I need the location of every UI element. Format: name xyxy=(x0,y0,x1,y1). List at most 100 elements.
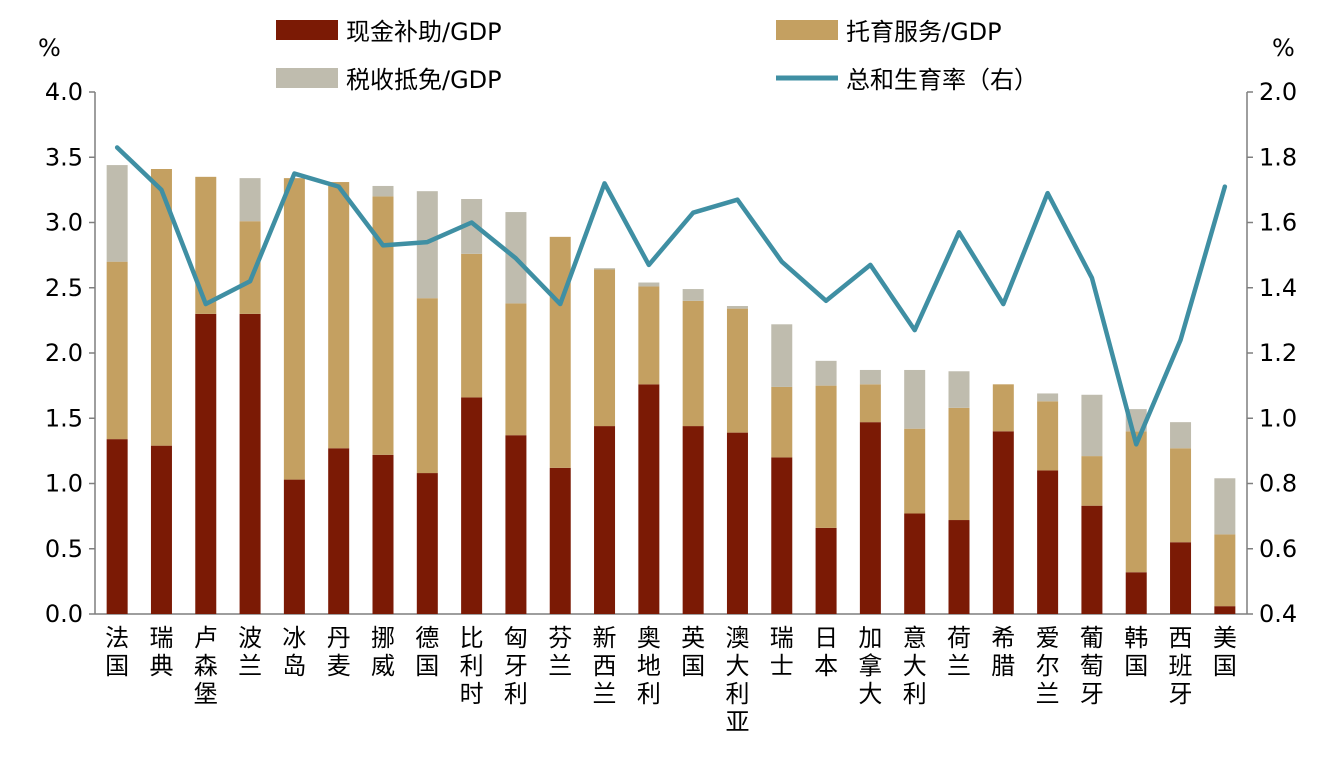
bar-tax xyxy=(859,369,881,385)
legend-label-childcare: 托育服务/GDP xyxy=(846,18,1002,46)
bar-cash xyxy=(948,520,970,614)
right-axis-unit: % xyxy=(1272,34,1295,62)
bar-tax xyxy=(682,289,704,301)
bar-childcare xyxy=(638,286,660,385)
left-tick-label: 1.5 xyxy=(45,404,83,432)
bar-childcare xyxy=(594,269,616,427)
category-label: 荷兰 xyxy=(947,624,971,680)
bar-cash xyxy=(549,467,571,614)
legend: 现金补助/GDP 托育服务/GDP 税收抵免/GDP 总和生育率（右） xyxy=(276,18,1038,94)
category-label: 奥地利 xyxy=(637,624,661,708)
right-tick-label: 0.8 xyxy=(1259,470,1297,498)
category-labels: 法国瑞典卢森堡波兰冰岛丹麦挪威德国比利时匈牙利芬兰新西兰奥地利英国澳大利亚瑞士日… xyxy=(105,624,1237,736)
category-label: 比利时 xyxy=(460,624,484,708)
bar-tax xyxy=(1037,393,1059,402)
bar-tax xyxy=(1170,422,1192,449)
bar-cash xyxy=(505,435,527,614)
category-label: 韩国 xyxy=(1124,624,1148,680)
legend-swatch-childcare xyxy=(776,20,838,40)
bar-tax xyxy=(638,282,660,287)
right-tick-label: 1.4 xyxy=(1259,274,1297,302)
bar-childcare xyxy=(815,385,837,528)
bar-childcare xyxy=(1125,431,1147,573)
category-label: 波兰 xyxy=(238,624,262,680)
bar-cash xyxy=(992,431,1014,614)
bar-cash xyxy=(150,445,172,614)
category-label: 丹麦 xyxy=(327,624,351,680)
legend-swatch-tax xyxy=(276,68,338,88)
right-tick-label: 1.6 xyxy=(1259,209,1297,237)
bar-childcare xyxy=(771,386,793,458)
bar-tax xyxy=(771,324,793,387)
bar-cash xyxy=(904,513,926,614)
bar-cash xyxy=(372,454,394,614)
category-label: 葡萄牙 xyxy=(1080,624,1104,708)
bar-childcare xyxy=(1170,448,1192,543)
bar-cash xyxy=(594,426,616,614)
legend-swatch-cash xyxy=(276,20,338,40)
right-tick-label: 2.0 xyxy=(1259,78,1297,106)
bar-cash xyxy=(461,397,483,614)
category-label: 冰岛 xyxy=(282,624,306,680)
left-axis: 0.0 0.5 1.0 1.5 2.0 2.5 3.0 3.5 4.0 xyxy=(45,78,96,628)
bar-cash xyxy=(1081,505,1103,614)
legend-label-tax: 税收抵免/GDP xyxy=(346,66,502,94)
bar-childcare xyxy=(372,196,394,455)
category-label: 希腊 xyxy=(991,624,1015,680)
bar-childcare xyxy=(1081,456,1103,506)
category-label: 法国 xyxy=(105,624,129,680)
right-axis: 0.4 0.6 0.8 1.0 1.2 1.4 1.6 1.8 2.0 xyxy=(1246,78,1297,628)
bar-childcare xyxy=(682,300,704,427)
left-tick-label: 2.0 xyxy=(45,339,83,367)
bar-cash xyxy=(1037,470,1059,614)
left-tick-label: 4.0 xyxy=(45,78,83,106)
bar-childcare xyxy=(1037,401,1059,471)
bars-group xyxy=(106,165,1236,614)
left-tick-label: 2.5 xyxy=(45,274,83,302)
bar-tax xyxy=(416,191,438,299)
category-label: 爱尔兰 xyxy=(1036,624,1060,708)
bar-cash xyxy=(416,473,438,614)
bar-childcare xyxy=(416,298,438,474)
bar-tax xyxy=(815,360,837,386)
bar-cash xyxy=(283,479,305,614)
bar-cash xyxy=(1125,572,1147,614)
legend-label-cash: 现金补助/GDP xyxy=(346,18,502,46)
bar-cash xyxy=(726,432,748,614)
category-label: 瑞士 xyxy=(770,624,794,680)
bar-tax xyxy=(594,268,616,270)
bar-tax xyxy=(239,178,261,222)
bar-childcare xyxy=(195,176,217,314)
right-tick-label: 1.0 xyxy=(1259,404,1297,432)
legend-label-fertility: 总和生育率（右） xyxy=(846,66,1038,94)
category-label: 美国 xyxy=(1213,624,1237,680)
category-label: 挪威 xyxy=(371,624,395,680)
bar-tax xyxy=(1081,394,1103,457)
category-label: 澳大利亚 xyxy=(725,624,749,736)
right-tick-label: 1.8 xyxy=(1259,143,1297,171)
left-tick-label: 3.5 xyxy=(45,143,83,171)
bar-cash xyxy=(682,426,704,614)
category-label: 英国 xyxy=(681,624,705,680)
category-label: 德国 xyxy=(415,624,439,680)
bar-childcare xyxy=(859,384,881,423)
bar-childcare xyxy=(150,169,172,446)
left-tick-label: 1.0 xyxy=(45,470,83,498)
category-label: 匈牙利 xyxy=(504,624,528,708)
bar-childcare xyxy=(904,428,926,514)
right-tick-label: 0.6 xyxy=(1259,535,1297,563)
bar-tax xyxy=(372,185,394,197)
bar-cash xyxy=(815,527,837,614)
category-label: 加拿大 xyxy=(858,624,882,708)
bar-childcare xyxy=(283,178,305,480)
bar-tax xyxy=(726,306,748,309)
bar-tax xyxy=(904,369,926,429)
bar-tax xyxy=(948,371,970,408)
bar-tax xyxy=(106,165,128,262)
bar-cash xyxy=(1170,542,1192,614)
bar-childcare xyxy=(948,407,970,521)
bar-childcare xyxy=(992,384,1014,432)
bar-tax xyxy=(461,199,483,254)
bar-childcare xyxy=(328,182,350,449)
category-label: 日本 xyxy=(814,624,838,680)
